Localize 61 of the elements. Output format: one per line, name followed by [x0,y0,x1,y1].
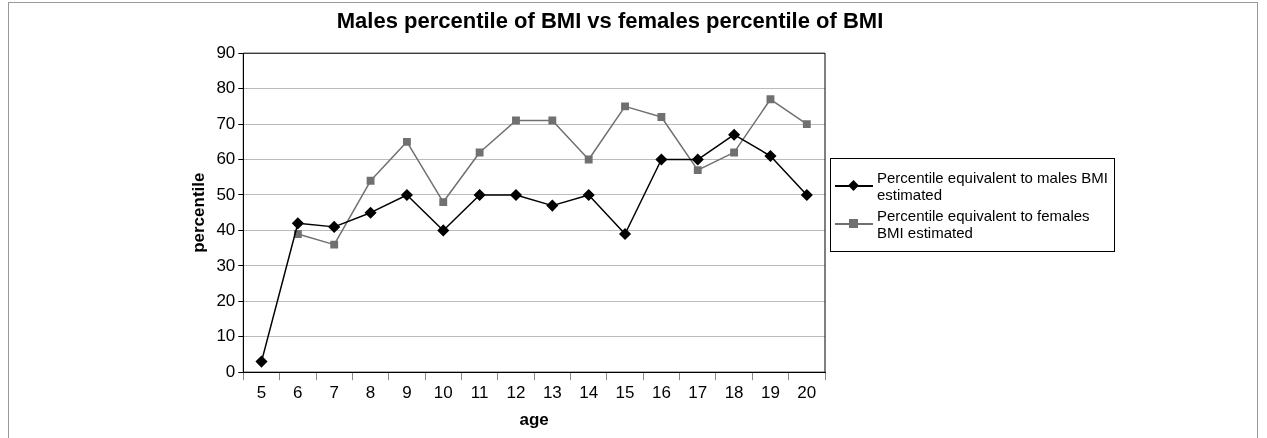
y-tick-label: 60 [216,149,236,169]
point [328,221,340,233]
point [292,217,304,230]
x-tick-label: 16 [651,383,671,403]
point [693,166,702,175]
point [475,148,484,157]
point [366,176,375,185]
x-tick-label: 5 [256,383,267,403]
point [512,116,520,125]
point [619,228,631,240]
x-tick-label: 13 [542,383,562,403]
point [330,240,339,249]
point [692,153,704,166]
y-tick-label: 30 [216,255,236,275]
point [437,224,450,237]
point [657,113,666,121]
x-tick-label: 11 [470,383,489,403]
y-tick-label: 20 [216,291,236,310]
x-tick-label: 8 [365,383,376,403]
point [766,95,775,104]
point [473,189,486,201]
point [584,155,593,164]
x-tick-label: 17 [688,383,708,403]
y-tick-label: 50 [216,184,236,204]
x-tick-label: 18 [724,383,744,403]
point [255,355,268,368]
point [621,102,629,111]
point [764,150,777,162]
point [655,153,668,166]
point [730,148,739,157]
legend-label: Percentile equivalent to females BMI estimated [877,207,1091,241]
y-tick-label: 40 [216,220,236,240]
point [401,189,413,201]
point [364,206,377,219]
point [402,137,411,146]
legend-label: Percentile equivalent to males BMI estimated [877,169,1109,203]
point [510,189,522,201]
x-tick-label: 15 [615,383,635,403]
x-tick-label: 14 [579,383,599,403]
point [439,198,448,206]
x-tick-label: 20 [797,383,817,403]
x-axis-title: age [519,410,549,430]
y-tick-label: 90 [216,42,236,62]
point [801,189,813,201]
y-tick-label: 70 [216,113,236,133]
point [548,116,557,125]
x-tick-label: 19 [761,383,780,403]
x-tick-label: 12 [506,383,526,403]
y-tick-label: 80 [216,78,236,98]
x-tick-label: 6 [293,383,303,403]
x-tick-label: 9 [402,383,412,403]
chart-title: Males percentile of BMI vs females percentile of BMI [335,8,885,34]
y-tick-label: 0 [225,361,236,381]
x-tick-label: 10 [433,383,453,403]
y-tick-label: 10 [216,326,236,346]
point [546,199,559,212]
point [802,120,811,129]
point [728,128,740,141]
point [582,189,595,201]
y-axis-title: percentile [188,172,208,253]
x-tick-label: 7 [329,383,339,403]
